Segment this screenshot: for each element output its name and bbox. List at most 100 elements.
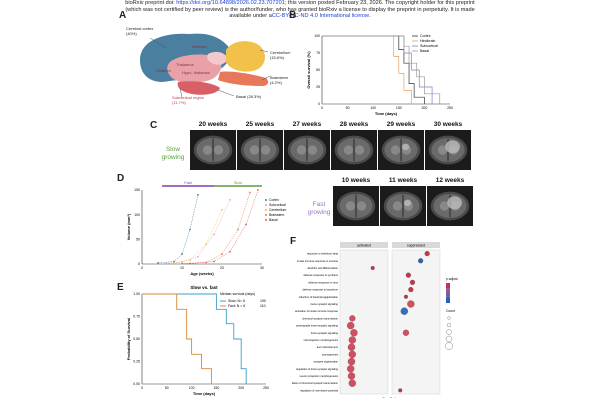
y-axis-label: Overall survival (%) — [306, 51, 311, 89]
term-label: response to interferon-beta — [307, 252, 339, 256]
brainstem-region — [218, 71, 269, 86]
enrichment-dot — [400, 307, 408, 315]
growth-point — [173, 260, 175, 263]
enrichment-dot — [418, 258, 424, 264]
legend-size-swatch — [445, 335, 453, 343]
legend-color-swatch — [446, 298, 450, 303]
legend-swatch — [265, 209, 267, 211]
legend-label: Cortex — [420, 34, 431, 38]
enrichment-dot — [347, 321, 355, 330]
x-axis-label: Time (days) — [193, 391, 216, 396]
label-subcortical: Subcortical region (11.7%) — [172, 95, 205, 105]
y-tick-label: 0.25 — [133, 360, 140, 364]
term-label: anterograde trans-synaptic signaling — [296, 324, 338, 328]
panel-letter-a: A — [119, 10, 127, 21]
mri-scan-image — [333, 186, 379, 226]
growth-point — [157, 262, 159, 264]
mri-scan-image — [427, 186, 473, 226]
survival-line — [322, 35, 441, 104]
term-label: regulation of membrane potential — [300, 388, 338, 392]
y-tick-label: 75 — [316, 51, 320, 55]
x-tick-label: 10 — [180, 266, 184, 270]
x-tick-label: 20 — [220, 266, 224, 270]
growth-point — [257, 189, 259, 191]
legend-size-swatch — [446, 322, 452, 328]
x-tick-label: 0 — [321, 106, 323, 110]
term-label: defense response to virus — [308, 280, 338, 284]
x-tick-label: 150 — [396, 106, 402, 110]
y-tick-label: 1.00 — [133, 292, 140, 296]
label-brainstem: Brainstem (4.2%) — [270, 75, 289, 85]
legend-color-swatch — [446, 288, 450, 293]
mri-week-label: 27 weeks — [292, 121, 322, 128]
chart-title: Slow vs. fast — [190, 285, 218, 290]
panel-letter-c: C — [150, 120, 158, 131]
legend-size-title: Count — [446, 309, 455, 313]
legend-color-swatch — [446, 283, 450, 288]
x-axis-label: Age (weeks) — [190, 271, 214, 276]
legend-label: Cortex — [269, 198, 279, 202]
growth-point — [221, 208, 223, 211]
growth-point — [213, 233, 215, 236]
doi-link[interactable]: https://doi.org/10.64898/2026.02.23.7072… — [176, 0, 285, 6]
legend-size-swatch — [446, 329, 452, 335]
y-tick-label: 50 — [316, 68, 320, 72]
growth-point — [189, 228, 191, 231]
x-tick-label: 0 — [141, 266, 143, 270]
brain-diagram: Midbrain Thalamus Striatum Hypo- thalamu… — [140, 33, 271, 99]
growth-point — [173, 262, 175, 264]
facet-label: suppressed — [407, 243, 425, 247]
mri-scan-image — [331, 130, 377, 170]
x-axis-label: GeneRatio — [382, 397, 398, 398]
cerebellum-region — [226, 41, 265, 72]
legend-swatch — [265, 219, 267, 221]
legend-size-swatch — [445, 342, 453, 350]
growth-point — [221, 253, 223, 256]
preprint-header: bioRxiv preprint doi: https://doi.org/10… — [0, 0, 600, 20]
mri-scan-image — [284, 130, 330, 170]
facet-label: activated — [357, 243, 371, 247]
header-line-1: bioRxiv preprint doi: https://doi.org/10… — [125, 0, 475, 6]
y-axis-label: Volume (mm³) — [126, 213, 131, 240]
term-label: defense response to bacterium — [302, 288, 338, 292]
legend-title: Median survival (days) — [220, 292, 255, 296]
growth-point — [165, 262, 167, 265]
enrichment-dot — [409, 279, 416, 285]
legend-swatch — [265, 204, 267, 206]
midbrain-region — [207, 51, 228, 65]
enrichment-dot — [348, 350, 356, 359]
x-axis-label: Time (days) — [375, 111, 398, 116]
enrichment-dot — [370, 266, 375, 271]
growth-point — [205, 243, 207, 246]
label-cerebral-cortex: Cerebral cortex (40%) — [126, 26, 154, 36]
term-label: cell projection morphogenesis — [304, 338, 339, 342]
legend-swatch — [265, 199, 267, 201]
license-link[interactable]: CC-BY-NC-ND 4.0 International license — [271, 13, 370, 20]
label-cerebellum: Cerebellum (15.6%) — [270, 50, 291, 60]
enrichment-dot — [348, 336, 356, 344]
x-tick-label: 250 — [263, 386, 269, 390]
term-label: regulation of trans-synaptic signaling — [296, 367, 339, 371]
legend-color-title: p.adjust — [446, 277, 458, 281]
mri-week-label: 28 weeks — [339, 121, 369, 128]
growth-line — [165, 199, 231, 264]
survival-line — [142, 293, 212, 384]
x-tick-label: 100 — [370, 106, 376, 110]
label-striatum: Striatum — [156, 68, 172, 73]
header-line-2: (which was not certified by peer review)… — [125, 6, 475, 13]
legend-swatch — [265, 214, 267, 216]
legend-color-swatch — [446, 293, 450, 298]
mri-scan-image — [190, 130, 236, 170]
phase-band-label: Fast — [184, 181, 192, 185]
panel-letter-f: F — [290, 236, 297, 247]
y-tick-label: 0 — [318, 102, 320, 106]
growth-point — [189, 259, 191, 261]
enrichment-dot — [347, 365, 355, 373]
enrichment-dot — [350, 329, 358, 337]
enrichment-dot — [403, 294, 408, 299]
mri-week-label: 29 weeks — [386, 121, 416, 128]
legend-label: Fast: N = 6 — [228, 304, 245, 308]
legend-median: 190 — [260, 299, 266, 303]
legend-label: Slow: N= 6 — [228, 299, 245, 303]
